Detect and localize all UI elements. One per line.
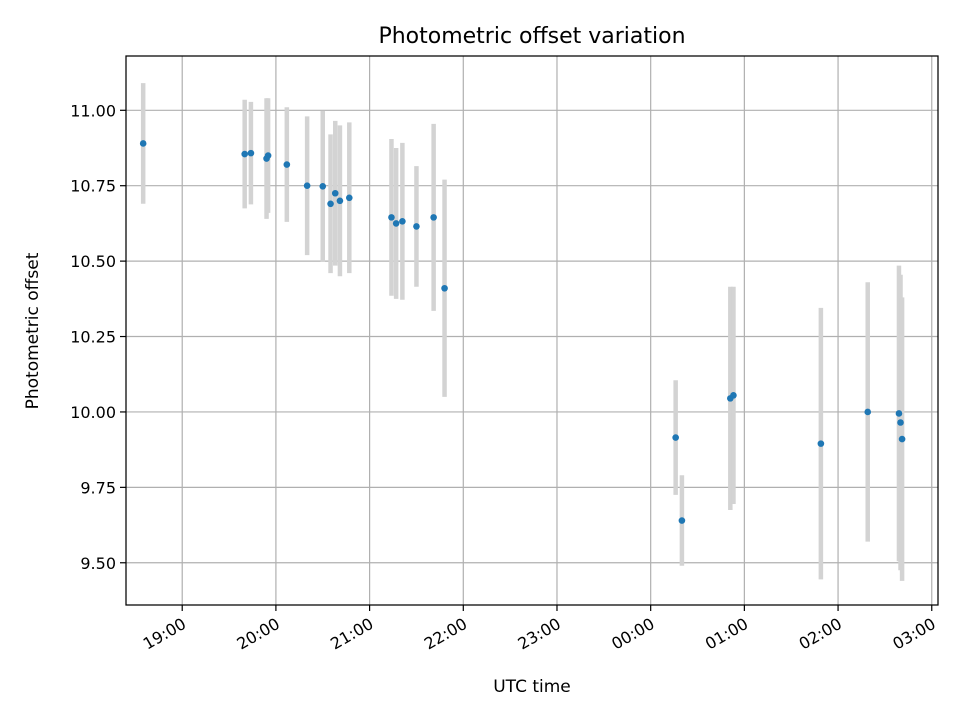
- y-axis-label: Photometric offset: [23, 252, 43, 409]
- data-point: [392, 220, 400, 227]
- data-point: [672, 434, 679, 441]
- data-points: [139, 140, 906, 524]
- data-point: [895, 410, 903, 417]
- data-point: [864, 408, 872, 416]
- data-point: [303, 182, 311, 190]
- data-point: [327, 200, 334, 208]
- y-tick-label: 10.75: [70, 177, 116, 196]
- data-point: [430, 214, 437, 221]
- data-point: [817, 440, 825, 447]
- y-tick-label: 11.00: [70, 101, 116, 120]
- data-point: [413, 223, 420, 230]
- data-point: [331, 189, 339, 197]
- data-point: [139, 140, 147, 147]
- data-point: [283, 161, 291, 168]
- data-point: [336, 197, 344, 205]
- y-tick-label: 9.50: [80, 554, 116, 573]
- y-tick-label: 10.50: [70, 252, 116, 271]
- grid: [126, 56, 938, 605]
- data-point: [264, 152, 272, 159]
- x-axis-label: UTC time: [493, 677, 571, 697]
- data-point: [730, 392, 737, 399]
- data-point: [241, 150, 248, 158]
- data-point: [897, 419, 904, 426]
- plot-frame: [125, 55, 939, 606]
- data-point: [319, 183, 327, 190]
- y-tick-label: 10.00: [70, 403, 116, 422]
- data-point: [441, 284, 448, 292]
- data-point: [399, 218, 406, 225]
- chart-title: Photometric offset variation: [378, 24, 685, 49]
- y-tick-label: 10.25: [70, 328, 116, 347]
- data-point: [388, 214, 395, 221]
- y-tick-label: 9.75: [80, 478, 116, 497]
- data-point: [247, 149, 255, 157]
- data-point: [678, 517, 686, 524]
- data-point: [346, 194, 353, 202]
- data-point: [898, 435, 906, 443]
